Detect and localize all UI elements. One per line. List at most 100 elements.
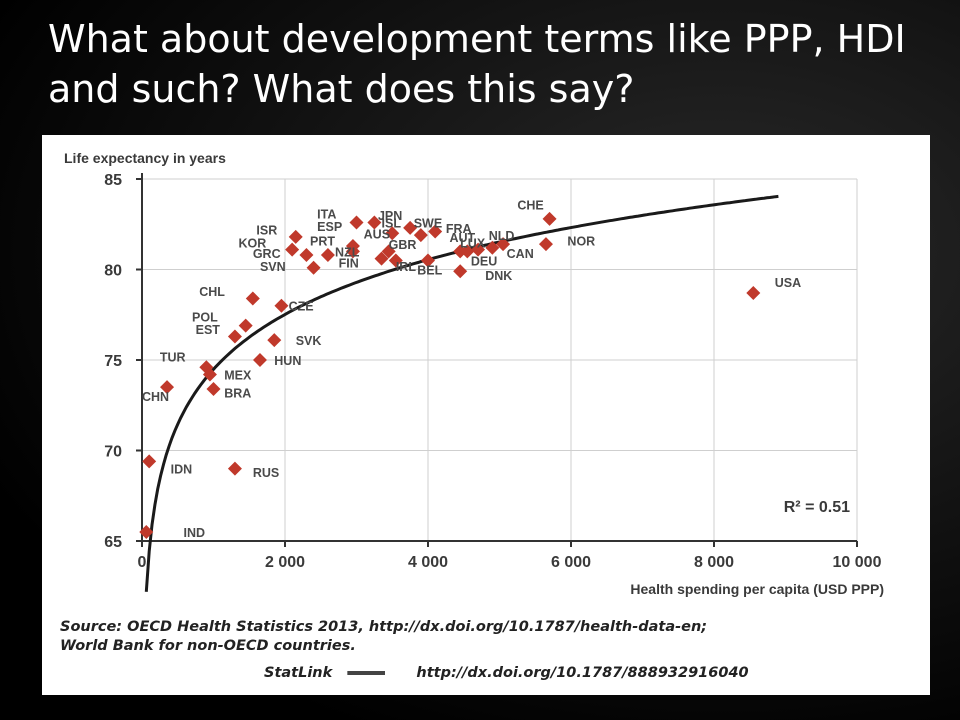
data-point-idn — [142, 454, 157, 469]
point-label-grc: GRC — [253, 247, 281, 261]
data-point-ind — [139, 524, 154, 539]
point-label-dnk: DNK — [485, 269, 512, 283]
point-label-aut: AUT — [449, 231, 475, 245]
x-tick-label: 10 000 — [833, 554, 882, 571]
x-tick-label: 6 000 — [551, 554, 591, 571]
point-label-prt: PRT — [310, 235, 335, 249]
source-note: Source: OECD Health Statistics 2013, htt… — [60, 618, 920, 656]
data-point-nor — [538, 237, 553, 252]
data-point-aut — [453, 244, 468, 259]
data-point-gbr — [381, 244, 396, 259]
point-label-nzl: NZL — [335, 245, 360, 259]
data-point-dnk — [453, 264, 468, 279]
data-point-chn — [160, 380, 175, 395]
data-point-nzl — [345, 244, 360, 259]
point-label-mex: MEX — [224, 368, 252, 382]
point-label-tur: TUR — [160, 350, 186, 364]
point-label-usa: USA — [775, 276, 801, 290]
data-point-usa — [746, 286, 761, 301]
data-point-fin — [374, 251, 389, 266]
data-point-mex — [202, 367, 217, 382]
chart-panel: 65 70 75 80 85 0 2 000 4 000 6 000 8 000 10 000 Lif… — [42, 135, 930, 695]
point-label-swe: SWE — [414, 216, 442, 230]
point-label-lux: LUX — [460, 236, 486, 250]
point-label-isr: ISR — [256, 224, 277, 238]
r-squared-label: R² = 0.51 — [784, 499, 850, 516]
point-label-rus: RUS — [253, 466, 279, 480]
statlink-url[interactable]: http://dx.doi.org/10.1787/888932916040 — [416, 665, 749, 681]
data-point-grc — [299, 248, 314, 263]
data-point-nld — [485, 240, 500, 255]
statlink-row: StatLink http://dx.doi.org/10.1787/88893… — [264, 665, 914, 681]
data-point-bel — [421, 253, 435, 268]
data-point-kor — [285, 242, 300, 257]
y-tick-label: 80 — [104, 263, 122, 280]
point-label-nld: NLD — [489, 229, 515, 243]
point-label-can: CAN — [507, 247, 534, 261]
data-point-bra — [206, 381, 221, 396]
point-label-kor: KOR — [239, 236, 267, 250]
x-tick-label: 2 000 — [265, 554, 305, 571]
point-label-che: CHE — [517, 198, 543, 212]
data-point-jpn — [367, 215, 382, 230]
x-axis-label: Health spending per capita (USD PPP) — [630, 581, 884, 597]
point-label-bel: BEL — [417, 264, 442, 278]
data-point-hun — [252, 353, 267, 367]
point-label-pol: POL — [192, 311, 218, 325]
y-tick-label: 65 — [104, 534, 122, 551]
x-tick-label: 0 — [138, 554, 147, 571]
point-label-isl: ISL — [382, 216, 402, 230]
y-axis-label: Life expectancy in years — [64, 150, 226, 166]
data-point-rus — [227, 461, 242, 476]
data-point-ita — [349, 215, 364, 230]
point-label-idn: IDN — [171, 463, 193, 477]
point-label-cze: CZE — [289, 300, 314, 314]
scatter-chart: 65 70 75 80 85 0 2 000 4 000 6 000 8 000 10 000 Lif… — [64, 150, 884, 597]
data-point-deu — [460, 244, 475, 259]
point-label-nor: NOR — [567, 235, 595, 249]
point-label-gbr: GBR — [389, 238, 417, 252]
source-line-1: Source: OECD Health Statistics 2013, htt… — [60, 619, 708, 635]
x-tick-label: 8 000 — [694, 554, 734, 571]
data-point-isr — [288, 229, 303, 244]
point-label-hun: HUN — [274, 354, 301, 368]
data-point-irl — [388, 253, 403, 268]
point-label-fra: FRA — [446, 222, 472, 236]
slide-title: What about development terms like PPP, H… — [48, 17, 906, 111]
point-label-bra: BRA — [224, 387, 251, 401]
data-point-lux — [471, 242, 486, 257]
source-line-2: World Bank for non-OECD countries. — [60, 638, 356, 654]
data-point-prt — [320, 248, 335, 263]
data-point-swe — [413, 228, 428, 243]
data-point-cze — [274, 298, 289, 313]
y-tick-label: 70 — [104, 444, 122, 461]
data-point-svn — [306, 260, 321, 275]
y-tick-label: 85 — [104, 172, 122, 189]
point-label-irl: IRL — [396, 260, 417, 274]
x-tick-label: 4 000 — [408, 554, 448, 571]
statlink-arrow-icon — [347, 668, 402, 678]
point-label-chn: CHN — [142, 390, 169, 404]
point-label-svn: SVN — [260, 260, 286, 274]
point-label-ita: ITA — [317, 207, 336, 221]
data-point-est — [227, 329, 242, 344]
point-label-est: EST — [196, 323, 221, 337]
data-point-pol — [238, 318, 253, 333]
data-point-fra — [428, 224, 443, 239]
data-point-can — [496, 237, 511, 252]
point-label-svk: SVK — [296, 334, 322, 348]
point-label-jpn: JPN — [378, 209, 402, 223]
point-label-chl: CHL — [199, 285, 225, 299]
data-point-svk — [267, 333, 282, 348]
data-point-aus — [385, 226, 400, 241]
point-label-esp: ESP — [317, 220, 342, 234]
data-point-isl — [403, 220, 418, 235]
point-label-deu: DEU — [471, 254, 497, 268]
data-point-chl — [245, 291, 260, 306]
y-tick-label: 75 — [104, 353, 122, 370]
data-point-che — [542, 211, 557, 226]
point-label-fin: FIN — [339, 256, 359, 270]
statlink-logo: StatLink — [264, 665, 333, 681]
point-label-aus: AUS — [364, 227, 390, 241]
point-label-ind: IND — [183, 526, 205, 540]
